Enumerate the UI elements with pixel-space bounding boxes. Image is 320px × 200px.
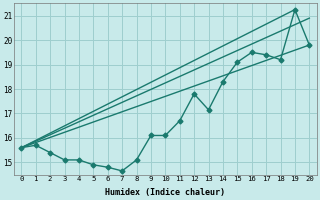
X-axis label: Humidex (Indice chaleur): Humidex (Indice chaleur) [105, 188, 225, 197]
